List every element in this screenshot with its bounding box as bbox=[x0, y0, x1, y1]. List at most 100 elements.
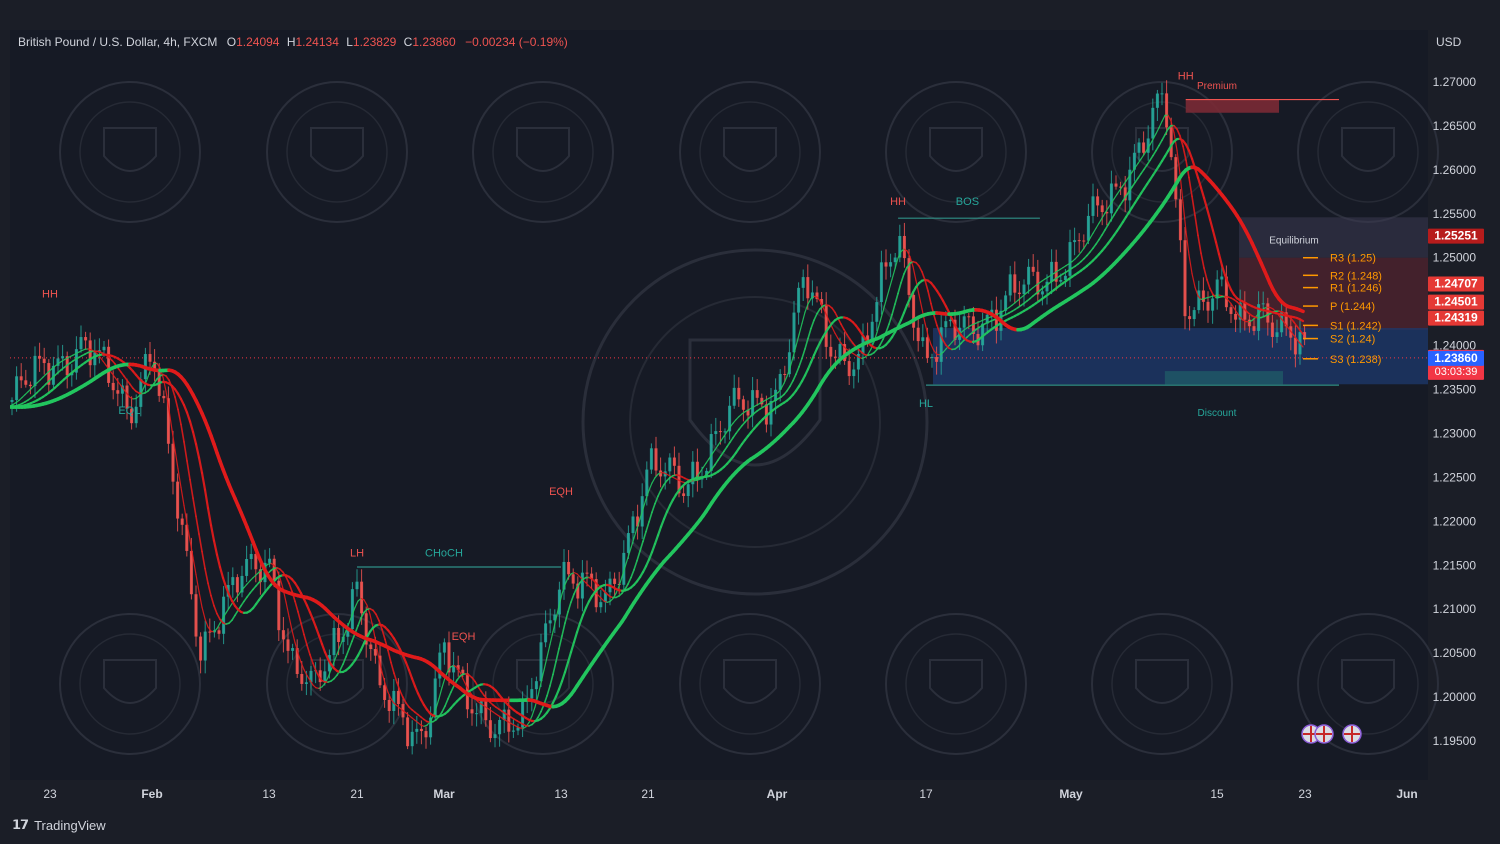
symbol-header[interactable]: British Pound / U.S. Dollar, 4h, FXCM O1… bbox=[18, 35, 568, 49]
symbol-title[interactable]: British Pound / U.S. Dollar, 4h, FXCM bbox=[18, 35, 218, 49]
ema-segment bbox=[1203, 267, 1208, 281]
ema-segment bbox=[954, 334, 959, 340]
ema-segment bbox=[351, 606, 356, 616]
ema-segment bbox=[648, 482, 653, 491]
candle-body bbox=[484, 701, 488, 721]
ema-segment bbox=[1299, 329, 1304, 335]
ema-segment bbox=[882, 299, 887, 312]
candle-body bbox=[898, 235, 902, 258]
ema-segment bbox=[480, 690, 485, 697]
watermark-seal-icon bbox=[1111, 633, 1213, 735]
ema-segment bbox=[894, 257, 899, 270]
ema-segment bbox=[189, 478, 194, 499]
ema-segment bbox=[1035, 282, 1040, 286]
ema-segment bbox=[213, 605, 218, 615]
candle-body bbox=[1224, 276, 1228, 308]
event-flags[interactable] bbox=[1301, 724, 1362, 744]
ema-segment bbox=[1008, 304, 1013, 309]
ema-segment bbox=[552, 618, 557, 633]
candle-body bbox=[51, 365, 55, 385]
watermark-seal-icon bbox=[472, 81, 614, 223]
ema-segment bbox=[1074, 255, 1079, 260]
candle-body bbox=[571, 574, 575, 584]
ema-segment bbox=[897, 250, 902, 259]
ema-segment bbox=[1191, 195, 1196, 217]
ema-segment bbox=[735, 415, 740, 421]
ema-segment bbox=[1017, 297, 1022, 301]
watermark-seal-icon bbox=[472, 613, 614, 755]
candle-body bbox=[1045, 281, 1049, 292]
ema-segment bbox=[902, 304, 909, 314]
ema-segment bbox=[624, 583, 629, 591]
ema-segment bbox=[1149, 138, 1154, 146]
currency-label: USD bbox=[1436, 35, 1462, 49]
ema-segment bbox=[297, 610, 302, 624]
ema-segment bbox=[810, 319, 815, 330]
ema-segment bbox=[1098, 234, 1103, 241]
ema-segment bbox=[297, 652, 302, 663]
watermark-shield-icon bbox=[516, 127, 570, 172]
ema-segment bbox=[243, 583, 248, 589]
ema-segment bbox=[363, 599, 368, 606]
time-axis[interactable]: 23 Feb 13 21 Mar 13 21 Apr 17 May 15 23 Jun bbox=[43, 787, 1417, 801]
ema-segment bbox=[738, 424, 743, 431]
candle-body bbox=[1004, 295, 1008, 311]
ema-segment bbox=[18, 396, 23, 401]
candle-body bbox=[824, 304, 828, 347]
candle-body bbox=[1284, 312, 1288, 327]
ema-segment bbox=[699, 467, 704, 473]
ema-segment bbox=[317, 634, 324, 646]
candle-body bbox=[1040, 291, 1044, 295]
candle-body bbox=[415, 728, 419, 732]
ema-segment bbox=[549, 631, 554, 646]
ema-segment bbox=[566, 651, 573, 664]
ema-segment bbox=[1116, 189, 1121, 195]
candle-body bbox=[553, 614, 557, 621]
candle-body bbox=[1220, 276, 1224, 280]
ema-segment bbox=[1131, 181, 1136, 188]
ema-segment bbox=[129, 383, 134, 390]
ema-segment bbox=[627, 547, 632, 559]
ema-segment bbox=[540, 669, 545, 684]
ema-segment bbox=[825, 313, 830, 322]
ema-segment bbox=[1188, 254, 1193, 275]
candle-body bbox=[281, 630, 285, 640]
ema-segment bbox=[567, 601, 572, 613]
ema-segment bbox=[588, 585, 593, 590]
candle-body bbox=[1086, 215, 1090, 241]
ema-segment bbox=[381, 628, 386, 641]
candle-body bbox=[843, 344, 847, 362]
ema-segment bbox=[186, 522, 191, 541]
pivot-layer: R3 (1.25) R2 (1.248)R1 (1.246) P (1.244) S1… bbox=[1303, 253, 1382, 366]
ema-segment bbox=[807, 327, 812, 340]
candle-body bbox=[176, 481, 180, 519]
candle-body bbox=[539, 642, 543, 682]
price-tick: 1.26500 bbox=[1433, 119, 1477, 133]
ema-segment bbox=[1226, 282, 1233, 291]
ema-segment bbox=[348, 640, 353, 650]
ema-segment bbox=[939, 332, 944, 342]
ema-segment bbox=[735, 428, 740, 435]
price-axis[interactable]: 1.27000 1.26500 1.26000 1.25500 1.25000 1.245… bbox=[1433, 75, 1477, 748]
candle-body bbox=[383, 685, 387, 700]
ema-segment bbox=[555, 647, 560, 663]
candle-body bbox=[295, 648, 299, 674]
candle-body bbox=[1017, 292, 1021, 295]
watermark-seal-icon bbox=[885, 81, 1027, 223]
watermark-seal-icon bbox=[59, 81, 201, 223]
ema-segment bbox=[1029, 287, 1034, 291]
ema-segment bbox=[168, 409, 173, 431]
candle-body bbox=[337, 627, 341, 642]
ema-segment bbox=[1137, 172, 1142, 179]
ema-segment bbox=[789, 356, 794, 369]
tradingview-brand[interactable]: 𝟭𝟳 TradingView bbox=[12, 817, 106, 833]
ema-segment bbox=[141, 384, 146, 393]
candle-body bbox=[962, 316, 966, 328]
candle-body bbox=[1128, 169, 1132, 201]
candle-body bbox=[1142, 142, 1146, 153]
ema-segment bbox=[201, 550, 206, 570]
ema-segment bbox=[891, 303, 896, 316]
ema-segment bbox=[783, 375, 788, 384]
ema-segment bbox=[1155, 127, 1160, 135]
